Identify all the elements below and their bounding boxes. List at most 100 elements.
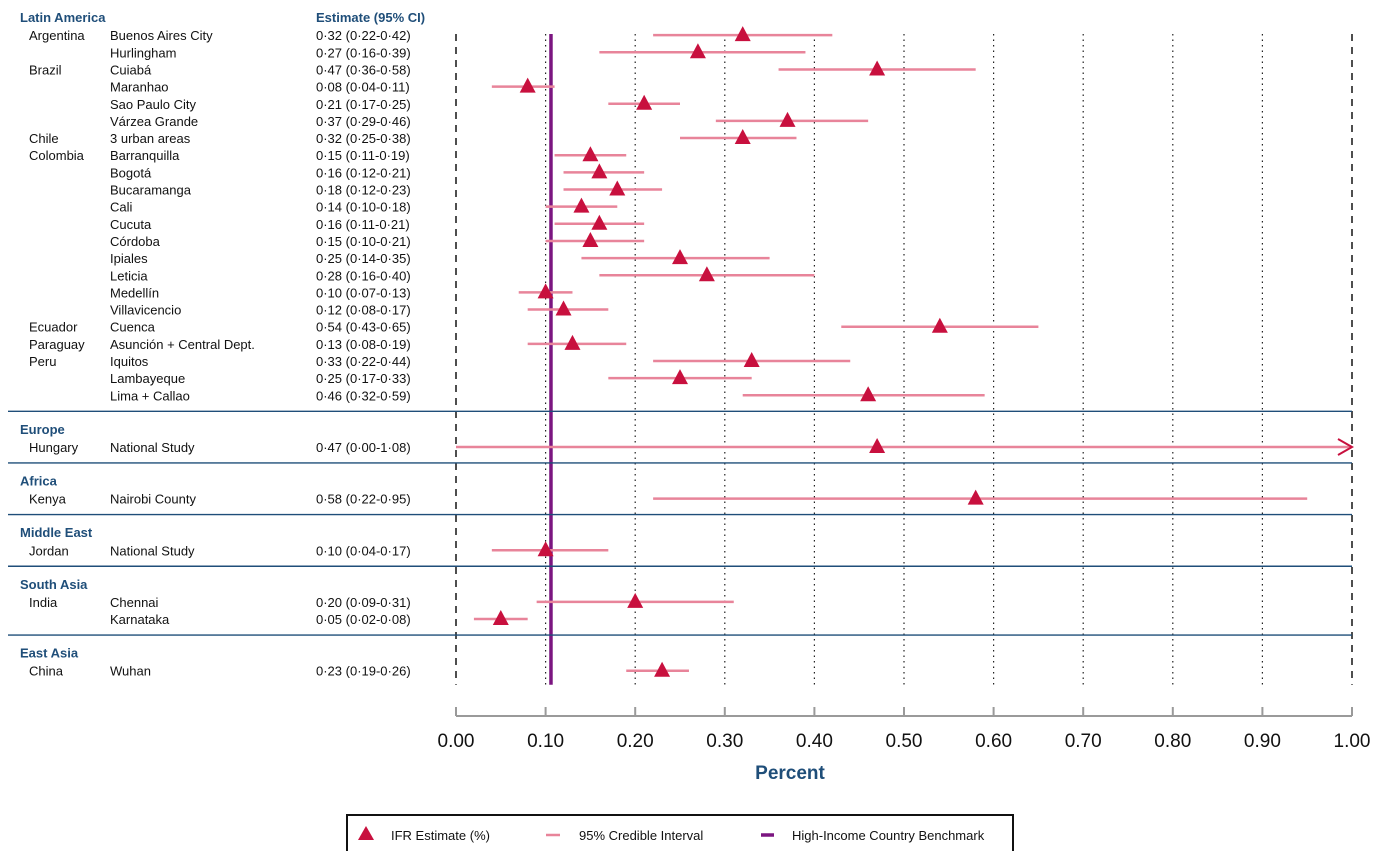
- estimate-text: 0·54 (0·43-0·65): [316, 320, 411, 335]
- ifr-estimate-point: [698, 266, 715, 282]
- x-tick-label: 0.50: [886, 731, 923, 752]
- site-label: National Study: [110, 543, 195, 558]
- region-header: South Asia: [20, 577, 88, 592]
- legend-label: IFR Estimate (%): [391, 828, 490, 843]
- ifr-estimate-point: [564, 334, 581, 350]
- site-label: Asunción + Central Dept.: [110, 337, 255, 352]
- estimate-text: 0·08 (0·04-0·11): [316, 80, 410, 95]
- legend: IFR Estimate (%) 95% Credible Interval Hig…: [346, 814, 1014, 851]
- country-label: Peru: [29, 354, 56, 369]
- ifr-estimate-point: [869, 437, 886, 453]
- x-tick-label: 0.70: [1065, 731, 1102, 752]
- country-label: Kenya: [29, 492, 67, 507]
- estimate-text: 0·25 (0·14-0·35): [316, 251, 411, 266]
- ifr-estimate-point: [519, 77, 536, 93]
- ifr-estimate-point: [573, 197, 590, 213]
- estimate-text: 0·27 (0·16-0·39): [316, 45, 411, 60]
- ifr-estimate-point: [743, 352, 760, 367]
- site-label: Karnataka: [110, 612, 170, 627]
- study-rows: Latin America Argentina Buenos Aires City 0…: [8, 10, 1355, 679]
- site-label: Barranquilla: [110, 148, 180, 163]
- site-label: Hurlingham: [110, 45, 176, 60]
- estimate-text: 0·05 (0·02-0·08): [316, 612, 411, 627]
- site-label: Bucaramanga: [110, 183, 192, 198]
- site-label: Iquitos: [110, 354, 149, 369]
- site-label: Cuenca: [110, 320, 156, 335]
- ifr-estimate-point: [860, 386, 877, 402]
- country-label: Colombia: [29, 148, 85, 163]
- ifr-estimate-point: [654, 661, 671, 677]
- region-header: Africa: [20, 473, 58, 488]
- x-axis-title: Percent: [755, 763, 825, 784]
- estimate-text: 0·37 (0·29-0·46): [316, 114, 411, 129]
- site-label: 3 urban areas: [110, 131, 191, 146]
- ifr-estimate-point: [609, 180, 626, 196]
- estimate-text: 0·23 (0·19-0·26): [316, 664, 411, 679]
- site-label: Várzea Grande: [110, 114, 198, 129]
- country-label: Paraguay: [29, 337, 85, 352]
- site-label: Villavicencio: [110, 303, 181, 318]
- estimate-text: 0·15 (0·10-0·21): [316, 234, 411, 249]
- country-label: Brazil: [29, 62, 62, 77]
- ifr-estimate-point: [967, 489, 984, 505]
- site-label: Ipiales: [110, 251, 148, 266]
- country-label: India: [29, 595, 58, 610]
- country-label: Ecuador: [29, 320, 78, 335]
- country-label: Argentina: [29, 28, 85, 43]
- x-tick-label: 0.60: [975, 731, 1012, 752]
- estimate-column-header: Estimate (95% CI): [316, 10, 425, 25]
- site-label: Cucuta: [110, 217, 152, 232]
- x-tick-label: 0.90: [1244, 731, 1281, 752]
- site-label: Chennai: [110, 595, 159, 610]
- ifr-estimate-point: [582, 146, 599, 162]
- site-label: Leticia: [110, 268, 148, 283]
- x-tick-label: 0.20: [617, 731, 654, 752]
- legend-label: 95% Credible Interval: [579, 828, 703, 843]
- site-label: National Study: [110, 440, 195, 455]
- estimate-text: 0·16 (0·12-0·21): [316, 165, 411, 180]
- estimate-text: 0·18 (0·12-0·23): [316, 183, 411, 198]
- estimate-text: 0·25 (0·17-0·33): [316, 371, 411, 386]
- country-label: Jordan: [29, 543, 69, 558]
- site-label: Lima + Callao: [110, 388, 190, 403]
- ifr-estimate-point: [734, 129, 751, 145]
- estimate-text: 0·33 (0·22-0·44): [316, 354, 411, 369]
- ifr-estimate-point: [537, 541, 554, 557]
- site-label: Buenos Aires City: [110, 28, 213, 43]
- ifr-estimate-point: [591, 214, 608, 230]
- estimate-text: 0·47 (0·36-0·58): [316, 62, 411, 77]
- site-label: Cali: [110, 200, 133, 215]
- ifr-estimate-point: [537, 283, 554, 299]
- estimate-text: 0·47 (0·00-1·08): [316, 440, 411, 455]
- legend-label: High-Income Country Benchmark: [792, 828, 985, 843]
- estimate-text: 0·16 (0·11-0·21): [316, 217, 410, 232]
- estimate-text: 0·15 (0·11-0·19): [316, 148, 410, 163]
- estimate-text: 0·10 (0·04-0·17): [316, 543, 411, 558]
- region-header: Europe: [20, 422, 65, 437]
- ifr-estimate-point: [931, 317, 948, 333]
- ifr-estimate-point: [582, 231, 599, 247]
- estimate-text: 0·12 (0·08-0·17): [316, 303, 411, 318]
- legend-point-icon: [358, 826, 374, 840]
- estimate-text: 0·13 (0·08-0·19): [316, 337, 411, 352]
- estimate-text: 0·21 (0·17-0·25): [316, 97, 411, 112]
- ifr-estimate-point: [627, 592, 644, 608]
- ifr-estimate-point: [672, 249, 688, 265]
- estimate-text: 0·32 (0·25-0·38): [316, 131, 411, 146]
- site-label: Maranhao: [110, 80, 169, 95]
- x-axis: 0.00 0.10 0.20 0.30 0.40 0.50 0.60 0.70 0.80 0.90…: [438, 707, 1370, 752]
- ifr-estimate-point: [779, 111, 796, 127]
- ifr-estimate-point: [689, 43, 706, 59]
- estimate-text: 0·46 (0·32-0·59): [316, 388, 411, 403]
- region-header: Latin America: [20, 10, 106, 25]
- region-header: East Asia: [20, 646, 79, 661]
- gridlines: [455, 34, 1353, 685]
- estimate-text: 0·28 (0·16-0·40): [316, 268, 411, 283]
- country-label: Hungary: [29, 440, 79, 455]
- x-tick-label: 0.40: [796, 731, 833, 752]
- site-label: Nairobi County: [110, 492, 196, 507]
- estimate-text: 0·10 (0·07-0·13): [316, 285, 411, 300]
- x-tick-label: 0.80: [1154, 731, 1191, 752]
- x-tick-label: 0.00: [438, 731, 475, 752]
